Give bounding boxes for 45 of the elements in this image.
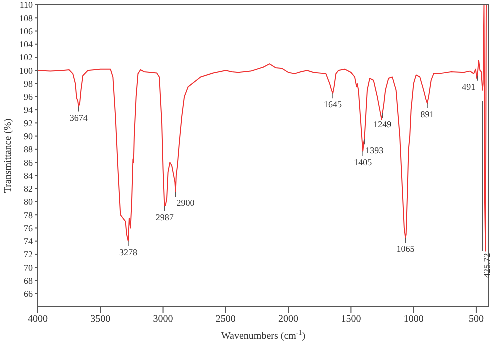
x-tick-label: 2000 [278, 314, 299, 326]
y-tick-label: 92 [24, 118, 33, 128]
y-tick-label: 90 [24, 132, 34, 142]
y-tick-label: 108 [20, 13, 34, 24]
x-tick-label: 1000 [404, 314, 424, 326]
y-tick-label: 98 [24, 78, 34, 89]
annotation: 2900 [176, 198, 196, 208]
annotation: 1249 [374, 119, 392, 130]
y-tick-label: 68 [24, 276, 34, 286]
y-tick-label: 100 [20, 66, 34, 76]
x-tick-label: 2500 [216, 314, 236, 326]
y-tick-label: 82 [24, 184, 33, 194]
x-tick-label: 1500 [341, 314, 362, 326]
annotation: 1393 [366, 146, 384, 156]
y-tick-label: 76 [24, 223, 34, 234]
x-tick-label: 3500 [90, 314, 111, 326]
y-tick-label: 70 [24, 262, 34, 273]
y-tick-label: 88 [24, 144, 34, 155]
y-tick-label: 78 [24, 210, 34, 220]
annotation: 891 [420, 109, 434, 120]
annotation: 1065 [396, 244, 416, 254]
y-tick-label: 102 [20, 52, 33, 63]
annotation: 2987 [156, 212, 174, 223]
x-tick-label: 4000 [28, 314, 48, 326]
x-tick-label: 500 [468, 314, 484, 326]
annotation: 3278 [119, 247, 138, 258]
y-tick-label: 96 [24, 92, 34, 102]
y-axis-title: Transmittance (%) [3, 118, 14, 194]
annotation: 1645 [324, 100, 343, 110]
y-tick-label: 94 [24, 105, 34, 116]
x-tick-label: 3000 [153, 314, 174, 326]
y-tick-label: 74 [24, 236, 34, 247]
y-tick-label: 84 [24, 170, 34, 181]
y-tick-label: 86 [24, 158, 34, 168]
annotation: 3674 [70, 112, 88, 123]
y-tick-label: 80 [24, 197, 34, 208]
y-tick-label: 72 [24, 250, 33, 260]
y-tick-label: 66 [24, 289, 34, 300]
annotation: 425.72 [482, 253, 492, 278]
y-tick-label: 110 [20, 0, 34, 10]
x-axis-title: Wavenumbers (cm$^{-1}$) [221, 329, 306, 342]
annotation: 491 [462, 82, 476, 92]
y-tick-label: 106 [20, 26, 34, 36]
y-tick-label: 104 [20, 40, 34, 50]
annotation: 1405 [354, 157, 373, 168]
